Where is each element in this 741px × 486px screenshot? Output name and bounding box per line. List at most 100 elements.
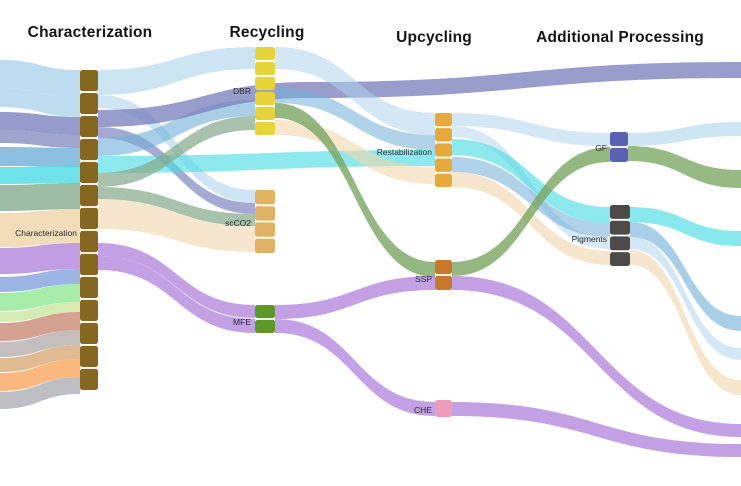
sankey-node-restabilization: Restabilization (377, 113, 452, 187)
sankey-link-left-edge-to-characterization (0, 269, 80, 292)
node-segment (80, 161, 98, 184)
sankey-link-restabilization-to-pigments (452, 157, 610, 237)
sankey-link-ssp-to-right-edge (452, 276, 741, 437)
sankey-link-left-edge-to-characterization (0, 345, 80, 372)
sankey-link-mfe-to-ssp (275, 276, 435, 319)
sankey-link-characterization-to-scco2 (98, 199, 255, 252)
sankey-link-characterization-to-scco2 (98, 187, 255, 226)
node-label-scco2: scCO2 (225, 218, 251, 228)
sankey-link-characterization-to-mfe (98, 256, 255, 333)
sankey-node-pigments: Pigments (572, 205, 630, 266)
column-header-additional-processing: Additional Processing (536, 29, 704, 46)
sankey-link-characterization-to-right-edge (98, 62, 741, 127)
column-header-recycling: Recycling (229, 24, 305, 41)
node-segment (255, 121, 275, 135)
sankey-link-left-edge-to-characterization (0, 112, 80, 135)
sankey-node-dbr: DBR (233, 47, 275, 135)
sankey-link-gf-to-right-edge (628, 122, 741, 146)
sankey-link-characterization-to-dbr (98, 47, 255, 95)
node-label-che: CHE (414, 405, 432, 415)
node-segment (435, 113, 452, 127)
sankey-link-left-edge-to-characterization (0, 166, 80, 184)
node-segment (255, 91, 275, 106)
node-segment (610, 252, 630, 266)
node-segment (435, 143, 452, 157)
sankey-link-left-edge-to-characterization (0, 330, 80, 357)
node-segment (255, 190, 275, 205)
node-segment (80, 207, 98, 230)
node-segment (80, 184, 98, 207)
sankey-link-left-edge-to-characterization (0, 60, 80, 98)
node-segment (80, 138, 98, 161)
node-segment (255, 305, 275, 319)
sankey-link-left-edge-to-characterization (0, 302, 80, 322)
sankey-node-scco2: scCO2 (225, 190, 275, 253)
node-segment (80, 92, 98, 115)
column-header-upcycling: Upcycling (396, 29, 472, 46)
node-segment (610, 236, 630, 251)
node-segment (435, 260, 452, 275)
column-header-characterization: Characterization (27, 24, 153, 41)
node-segment (255, 206, 275, 221)
node-segment (435, 128, 452, 142)
sankey-link-left-edge-to-characterization (0, 88, 80, 117)
node-label-gf: GF (595, 143, 607, 153)
node-segment (80, 70, 98, 92)
sankey-node-mfe: MFE (233, 305, 275, 333)
sankey-node-characterization: Characterization (15, 70, 98, 390)
sankey-node-ssp: SSP (415, 260, 452, 290)
sankey-link-characterization-to-mfe (98, 243, 255, 318)
node-segment (255, 222, 275, 237)
sankey-link-dbr-to-restabilization (275, 88, 435, 150)
sankey-link-characterization-to-dbr (98, 116, 255, 187)
node-label-ssp: SSP (415, 274, 432, 284)
node-segment (255, 319, 275, 333)
sankey-link-ssp-to-gf (452, 147, 610, 276)
sankey-link-dbr-to-restabilization (275, 120, 435, 184)
sankey-link-left-edge-to-characterization (0, 130, 80, 148)
node-segment (80, 230, 98, 253)
sankey-link-restabilization-to-gf (452, 113, 610, 146)
node-segment (435, 158, 452, 172)
sankey-link-mfe-to-che (275, 319, 435, 416)
node-label-dbr: DBR (233, 86, 251, 96)
sankey-link-pigments-to-right-edge (630, 237, 741, 360)
node-segment (255, 106, 275, 121)
node-segment (80, 276, 98, 299)
sankey-link-left-edge-to-characterization (0, 377, 80, 409)
node-segment (610, 220, 630, 235)
sankey-link-characterization-to-dbr (98, 100, 255, 156)
sankey-link-dbr-to-restabilization (275, 47, 435, 135)
sankey-link-pigments-to-right-edge (630, 207, 741, 246)
node-segment (435, 173, 452, 187)
node-label-characterization: Characterization (15, 228, 77, 238)
sankey-link-pigments-to-right-edge (630, 222, 741, 331)
sankey-link-left-edge-to-characterization (0, 312, 80, 341)
node-segment (80, 299, 98, 322)
sankey-node-che: CHE (414, 400, 452, 417)
sankey-link-restabilization-to-pigments (452, 139, 610, 223)
sankey-link-left-edge-to-characterization (0, 359, 80, 391)
sankey-link-left-edge-to-characterization (0, 243, 80, 274)
node-segment (80, 115, 98, 138)
sankey-link-pigments-to-right-edge (630, 250, 741, 395)
sankey-link-dbr-to-ssp (275, 103, 435, 277)
sankey-link-left-edge-to-characterization (0, 147, 80, 167)
node-segment (255, 61, 275, 76)
node-segment (610, 205, 630, 219)
node-segment (435, 275, 452, 290)
node-label-restabilization: Restabilization (377, 147, 433, 157)
node-label-mfe: MFE (233, 317, 251, 327)
node-segment (610, 147, 628, 162)
node-label-pigments: Pigments (572, 234, 607, 244)
node-segment (255, 47, 275, 61)
node-segment (80, 368, 98, 390)
sankey-link-left-edge-to-characterization (0, 209, 80, 247)
sankey-link-left-edge-to-characterization (0, 284, 80, 311)
sankey-link-gf-to-right-edge (628, 146, 741, 188)
node-segment (80, 345, 98, 368)
sankey-link-left-edge-to-characterization (0, 183, 80, 211)
node-segment (80, 253, 98, 276)
node-segment (255, 238, 275, 253)
